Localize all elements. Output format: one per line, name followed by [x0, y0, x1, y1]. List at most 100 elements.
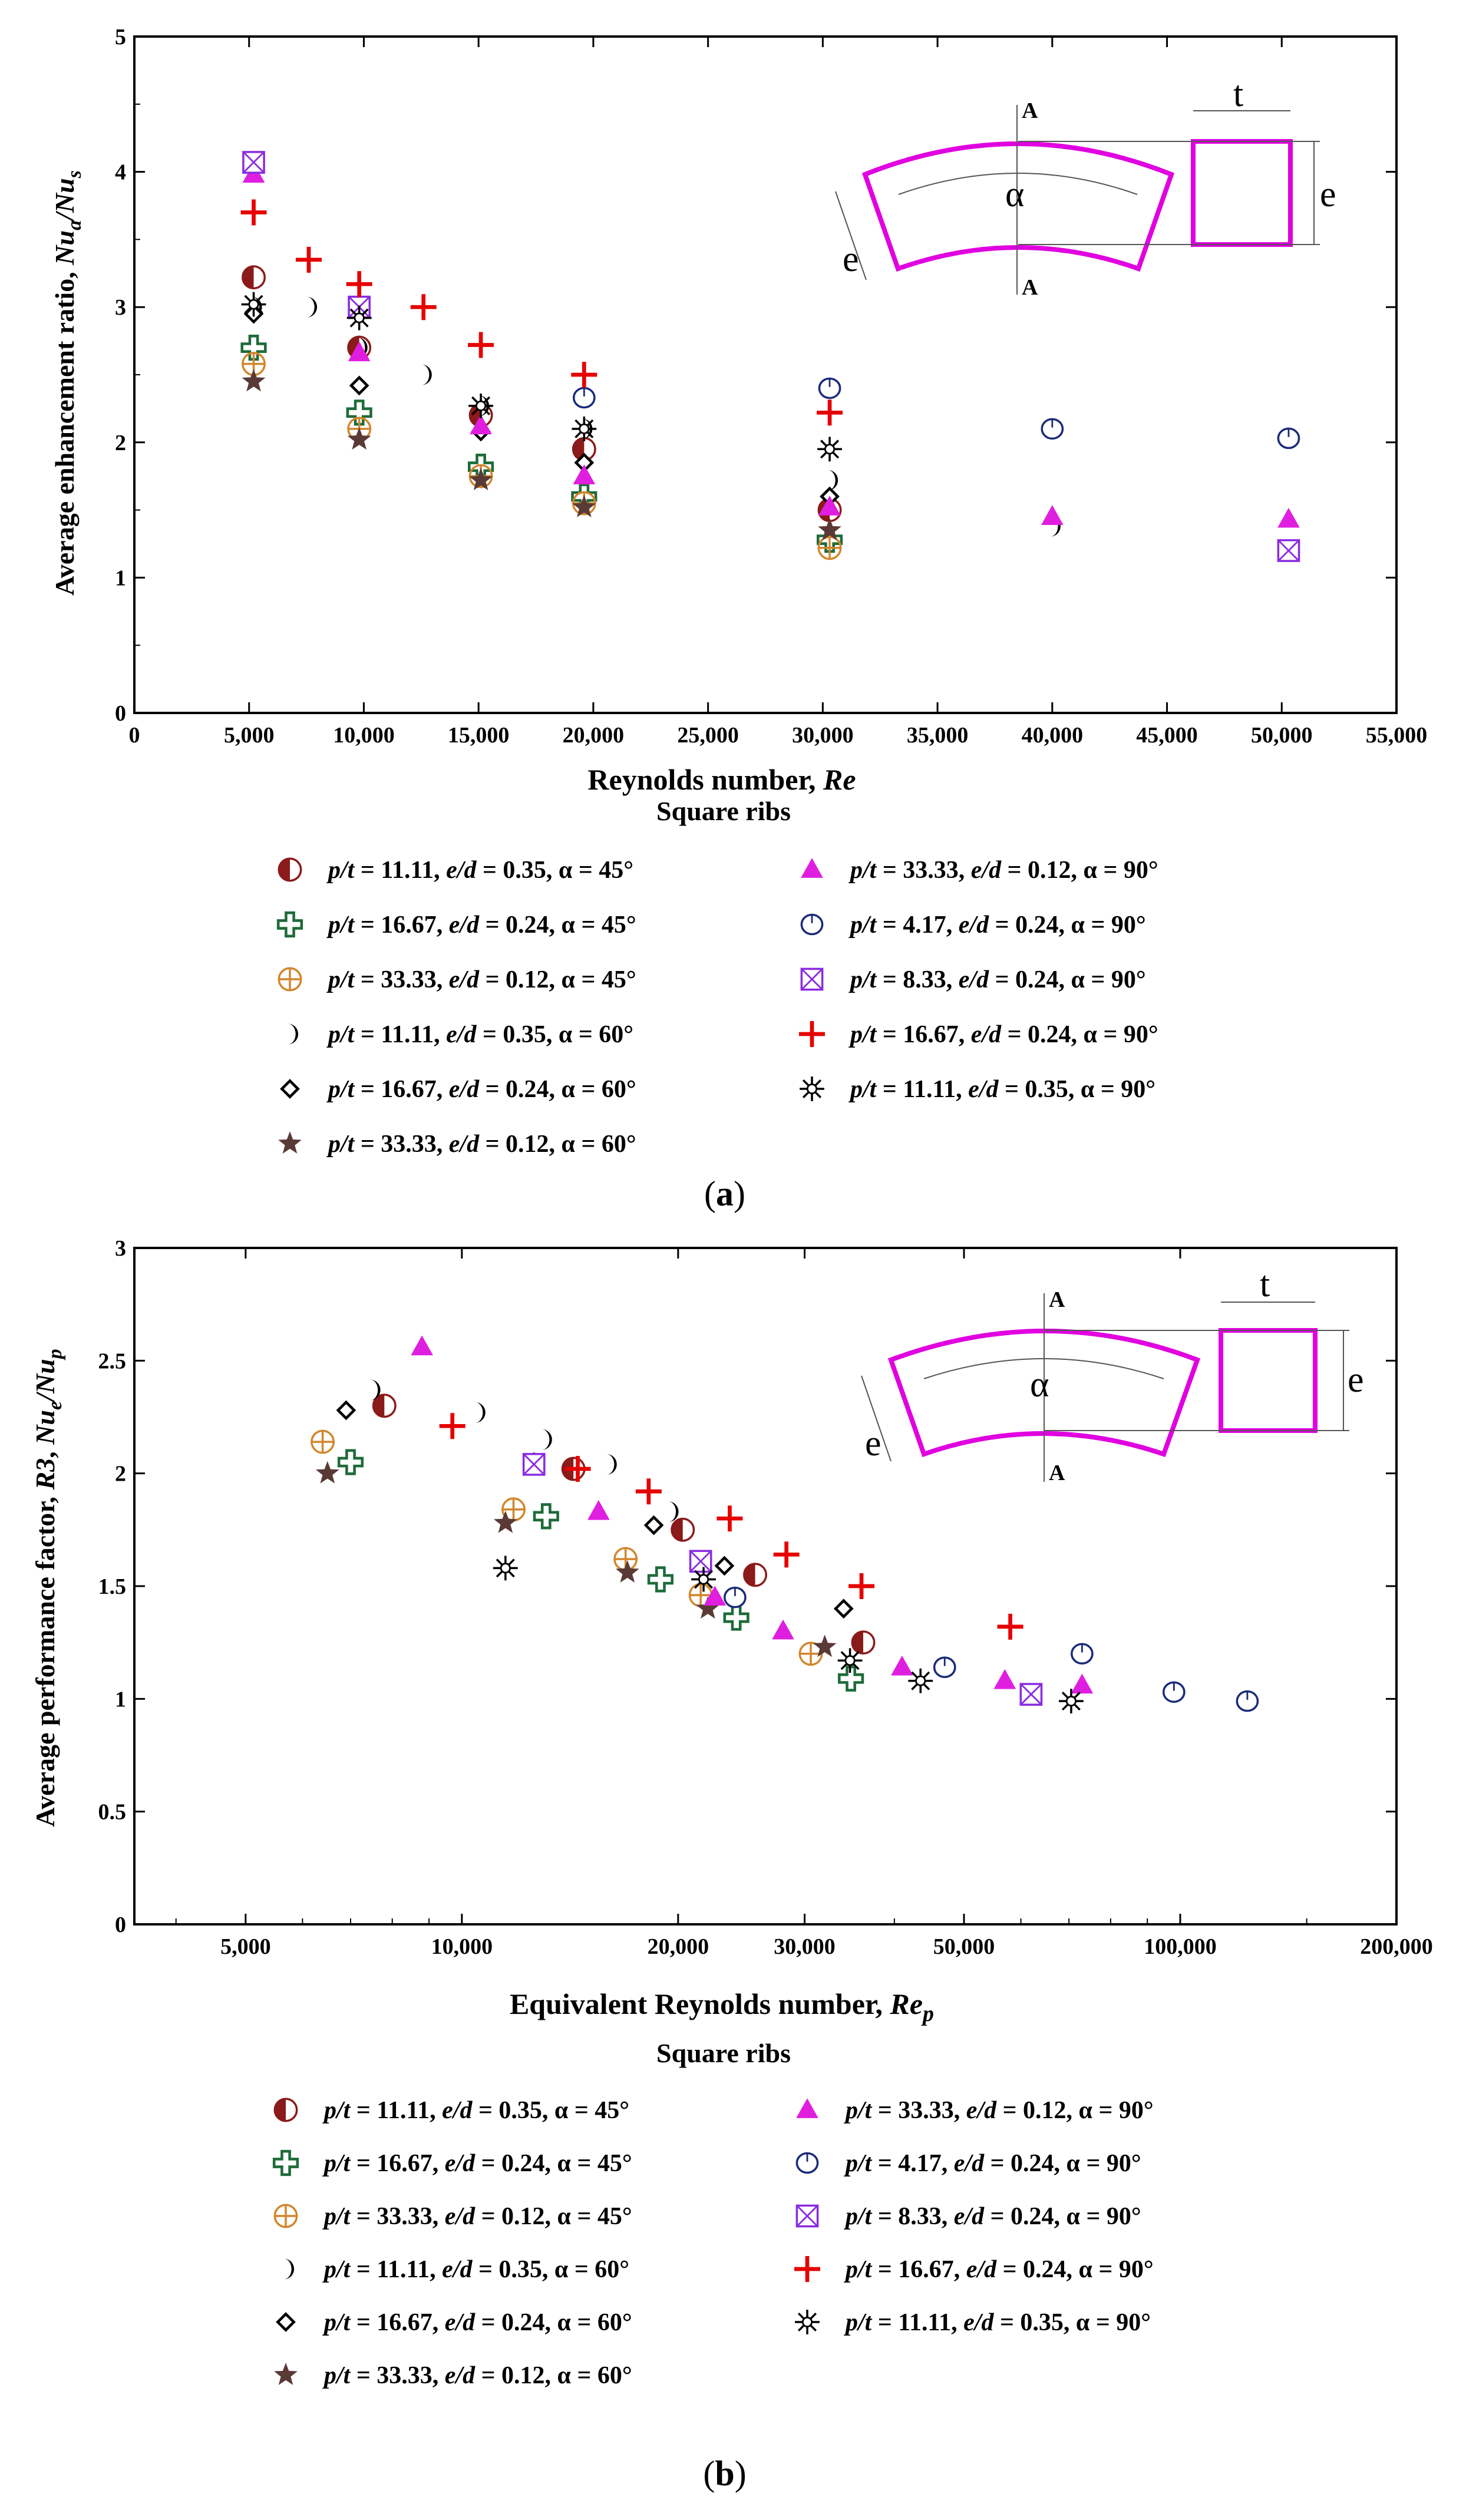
panel-a-legend-item: p/t = 33.33, e/d = 0.12, α = 45°	[278, 966, 636, 993]
panel-a-legend-item: p/t = 11.11, e/d = 0.35, α = 60°	[288, 1021, 633, 1048]
panel-b-ytick-label: 0	[115, 1913, 126, 1937]
panel-b-legend-marker-s2	[272, 2149, 299, 2176]
panel-a-legend-label-s3: p/t = 33.33, e/d = 0.12, α = 45°	[326, 966, 636, 993]
panel-b-legend-label-s8: p/t = 4.17, e/d = 0.24, α = 90°	[844, 2150, 1141, 2177]
panel-b-ytick-label: 1	[115, 1687, 126, 1712]
panel-a-point-s10	[346, 271, 372, 298]
panel-b-point-s7	[411, 1335, 433, 1356]
panel-a-label: (a)	[704, 1174, 745, 1213]
panel-a-xtick-label: 5,000	[224, 723, 275, 748]
panel-a-caption: Square ribs	[656, 796, 791, 826]
panel-b-ytick-label: 2	[115, 1462, 126, 1487]
panel-a-xtick-label: 30,000	[792, 723, 854, 748]
panel-b-point-s4	[542, 1429, 552, 1450]
panel-b-xtick-label: 10,000	[431, 1934, 493, 1959]
panel-a-inset-label-e-left: e	[843, 239, 859, 279]
panel-a-axes: 0 1 2 3 4 5 0 5,000 10,000 15,000 20,000 25,000 30,0…	[115, 25, 1427, 748]
panel-a-legend-marker-s6	[278, 1131, 302, 1154]
panel-b-legend-label-s6: p/t = 33.33, e/d = 0.12, α = 60°	[322, 2362, 632, 2389]
panel-b-point-s11	[493, 1555, 518, 1581]
panel-b-x-axis-label: Equivalent Reynolds number, Rep	[510, 1987, 934, 2026]
panel-b-point-s10	[717, 1505, 743, 1532]
panel-a-legend-item: p/t = 11.11, e/d = 0.35, α = 45°	[278, 857, 633, 884]
panel-a-legend-item: p/t = 16.67, e/d = 0.24, α = 45°	[276, 911, 636, 939]
panel-b-legend: p/t = 11.11, e/d = 0.35, α = 45° p/t = 16…	[272, 2097, 1154, 2389]
panel-a: Average enhancement ratio, Nua/Nus e α A…	[49, 25, 1427, 1213]
panel-b-legend-item: p/t = 4.17, e/d = 0.24, α = 90°	[795, 2150, 1141, 2177]
panel-a-legend-label-s9: p/t = 8.33, e/d = 0.24, α = 90°	[848, 966, 1146, 993]
panel-b-point-s6	[813, 1634, 837, 1657]
panel-a-ytick-label: 1	[115, 566, 126, 590]
panel-b-point-s11	[1059, 1689, 1084, 1714]
panel-a-point-s7	[573, 464, 596, 485]
panel-a-xtick-label: 15,000	[448, 723, 510, 748]
panel-b-ytick-label: 2.5	[98, 1349, 127, 1373]
panel-a-point-s11	[346, 305, 372, 331]
panel-b-legend-marker-s1	[273, 2098, 298, 2122]
panel-b-curved-rib-shape	[887, 1329, 1201, 1458]
panel-b-point-s1	[372, 1393, 397, 1418]
panel-a-point-s9	[1277, 539, 1300, 562]
panel-a-xtick-label: 0	[129, 723, 140, 748]
panel-b-inset-label-e-right: e	[1348, 1360, 1364, 1400]
panel-b-inset-annotations	[861, 1293, 1349, 1482]
panel-a-legend-label-s2: p/t = 16.67, e/d = 0.24, α = 45°	[326, 911, 636, 939]
panel-a-curved-rib-shape	[861, 141, 1175, 272]
panel-a-inset-label-t: t	[1233, 74, 1243, 114]
panel-a-inset-angle-arc	[898, 173, 1138, 195]
panel-a-legend-item: p/t = 8.33, e/d = 0.24, α = 90°	[800, 966, 1146, 993]
panel-b-legend-item: p/t = 16.67, e/d = 0.24, α = 60°	[276, 2309, 632, 2336]
panel-a-point-s4	[827, 470, 838, 491]
panel-b-point-s7	[891, 1655, 913, 1676]
panel-b-legend-item: p/t = 16.67, e/d = 0.24, α = 90°	[794, 2256, 1154, 2283]
panel-a-legend-item: p/t = 4.17, e/d = 0.24, α = 90°	[800, 911, 1146, 939]
panel-a-point-s4	[421, 364, 432, 385]
panel-a-point-s6	[242, 369, 266, 392]
panel-b-legend-label-s11: p/t = 11.11, e/d = 0.35, α = 90°	[844, 2309, 1151, 2336]
panel-b-point-s11	[908, 1668, 933, 1693]
panel-b-ylabel-group: Average performance factor, R3, Nue/Nup	[30, 1349, 66, 1827]
panel-a-legend-item: p/t = 11.11, e/d = 0.35, α = 90°	[800, 1076, 1155, 1103]
panel-b-legend-marker-s4	[283, 2258, 295, 2280]
panel-a-point-s3	[817, 536, 842, 560]
panel-a-point-s6	[469, 468, 493, 490]
panel-b-point-s7	[704, 1586, 727, 1606]
panel-b-legend-item: p/t = 11.11, e/d = 0.35, α = 45°	[273, 2097, 629, 2124]
panel-b-xtick-label: 200,000	[1360, 1934, 1433, 1959]
panel-a-point-s10	[295, 246, 322, 273]
panel-a-point-s5	[349, 375, 369, 396]
panel-a-point-s11	[468, 393, 493, 418]
panel-a-point-s7	[470, 414, 492, 435]
panel-a-xtick-label: 20,000	[563, 723, 625, 748]
panel-a-point-s8	[818, 377, 841, 399]
panel-a-legend-marker-s9	[800, 967, 824, 991]
panel-b-legend-item: p/t = 11.11, e/d = 0.35, α = 90°	[795, 2309, 1151, 2336]
panel-a-legend-label-s8: p/t = 4.17, e/d = 0.24, α = 90°	[848, 911, 1146, 939]
panel-b-point-s4	[668, 1501, 679, 1522]
panel-b-xtick-label: 50,000	[933, 1934, 995, 1959]
panel-b-point-s8	[1236, 1690, 1259, 1712]
panel-b-point-s10	[773, 1541, 800, 1568]
panel-b-inset-label-a-top: A	[1049, 1287, 1065, 1312]
panel-b-legend-label-s7: p/t = 33.33, e/d = 0.12, α = 90°	[844, 2097, 1154, 2124]
panel-a-ytick-label: 0	[115, 701, 126, 726]
panel-a-ylabel-group: Average enhancement ratio, Nua/Nus	[49, 170, 85, 596]
panel-a-xtick-label: 10,000	[333, 723, 395, 748]
panel-b-legend-item: p/t = 33.33, e/d = 0.12, α = 60°	[274, 2362, 632, 2389]
panel-b-legend-marker-s9	[795, 2204, 819, 2228]
panel-b-point-s7	[772, 1619, 794, 1640]
panel-a-legend-marker-s11	[800, 1076, 824, 1101]
panel-b: Average performance factor, R3, Nue/Nup …	[30, 1236, 1433, 2493]
panel-a-legend-marker-s1	[278, 857, 302, 882]
panel-a-legend-marker-s10	[799, 1021, 825, 1047]
panel-a-xtick-label: 35,000	[907, 723, 969, 748]
panel-a-point-s11	[572, 416, 597, 441]
panel-a-point-s2	[346, 399, 372, 426]
panel-a-legend-marker-s4	[288, 1023, 299, 1045]
panel-a-xtick-label: 50,000	[1251, 723, 1313, 748]
panel-b-inset-e-left-dimension	[861, 1375, 892, 1462]
panel-a-legend-label-s10: p/t = 16.67, e/d = 0.24, α = 90°	[848, 1021, 1158, 1048]
panel-b-legend-label-s9: p/t = 8.33, e/d = 0.24, α = 90°	[844, 2203, 1141, 2230]
panel-a-legend-item: p/t = 16.67, e/d = 0.24, α = 90°	[799, 1021, 1158, 1048]
